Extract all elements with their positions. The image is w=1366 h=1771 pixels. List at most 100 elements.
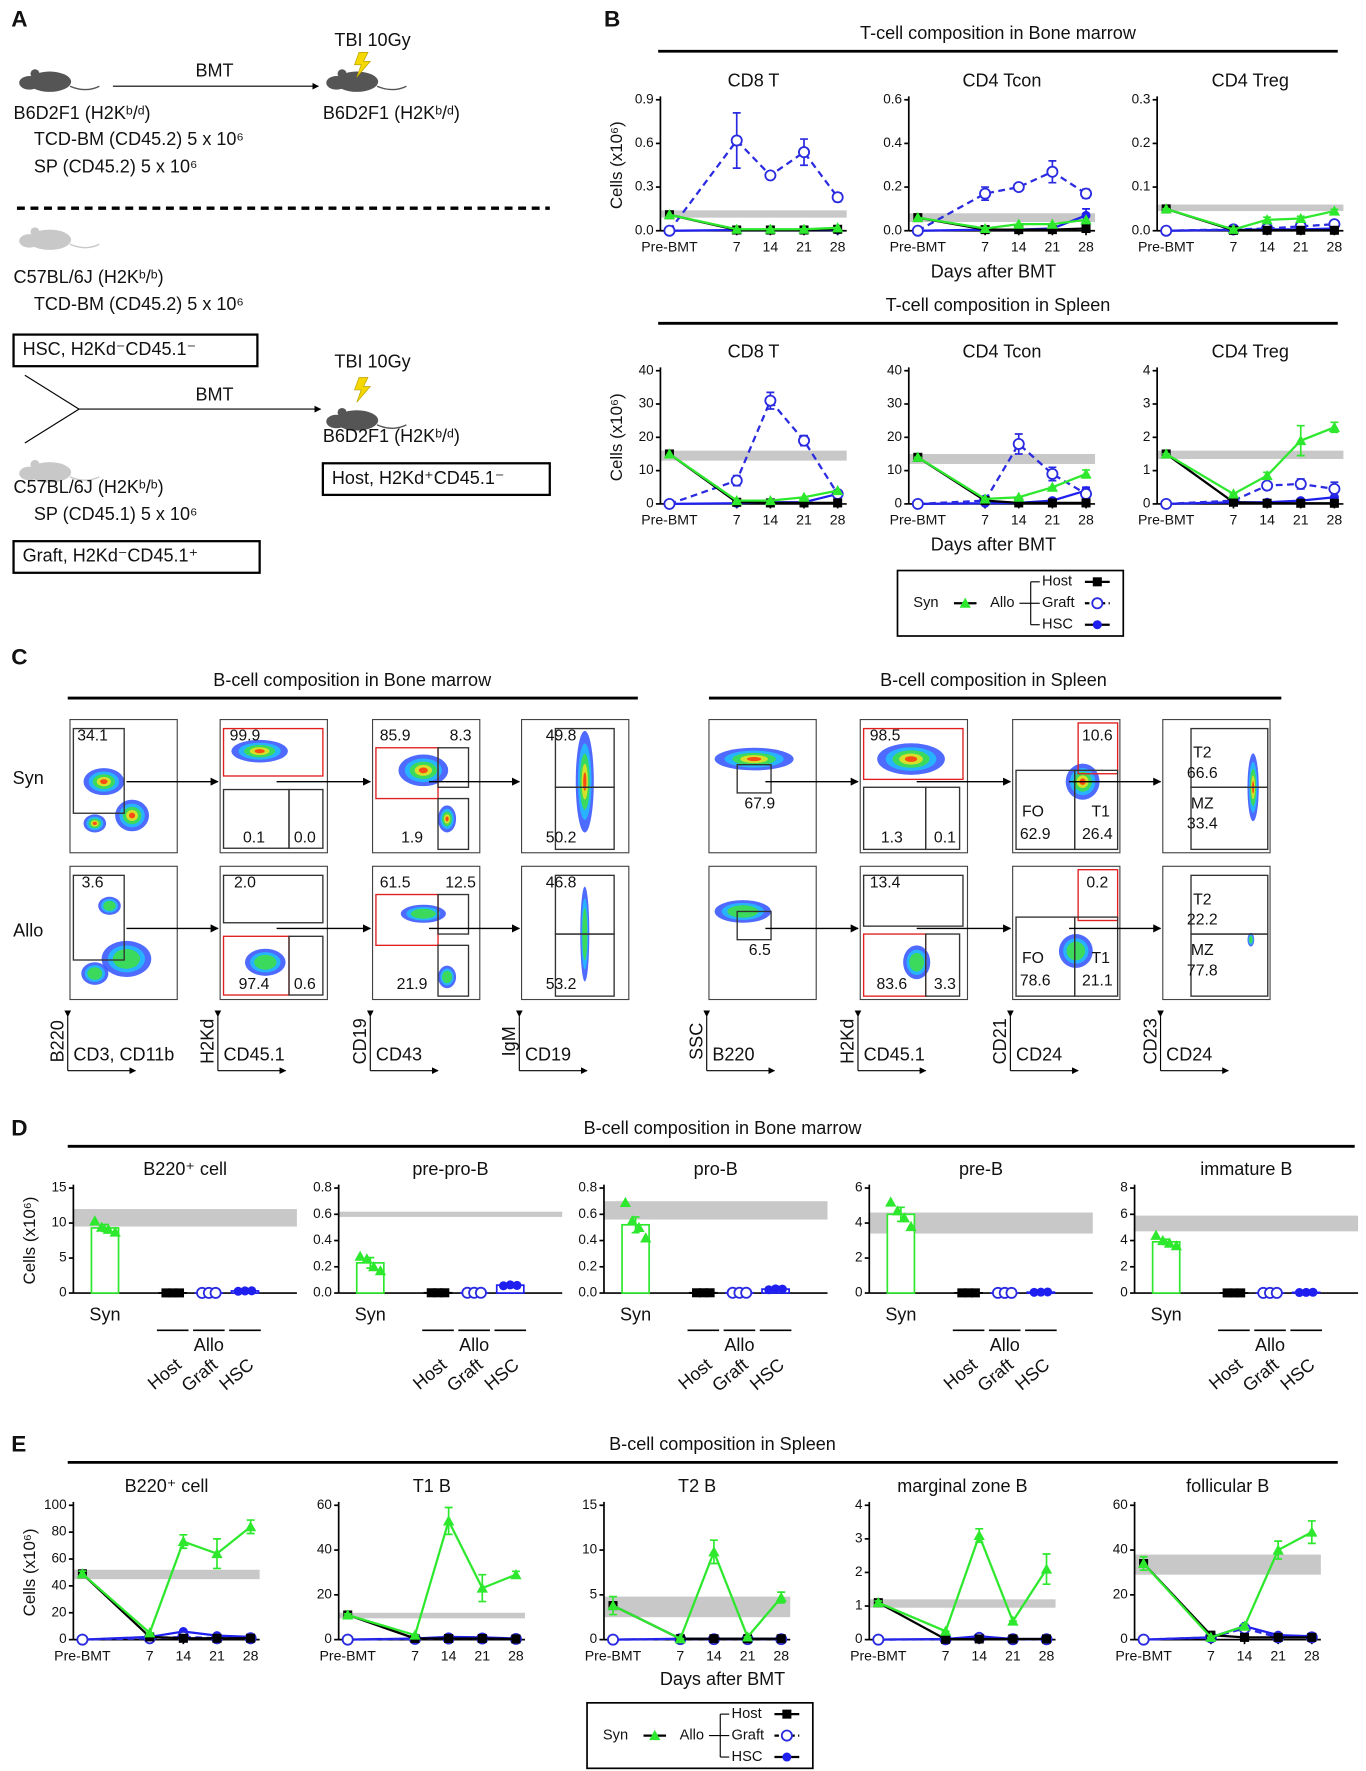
data-point <box>912 211 924 223</box>
mouse <box>19 466 40 481</box>
series-line <box>1165 453 1335 505</box>
x-tick-label: 7 <box>146 1647 154 1663</box>
legend-label: HSC <box>1042 617 1073 633</box>
gate <box>736 910 772 941</box>
y-tick-label: 0.9 <box>635 91 654 106</box>
y-tick-label: 0.6 <box>578 1206 597 1221</box>
gate-value: 10.6 <box>1082 728 1113 745</box>
x-tick-label: Host <box>144 1354 185 1393</box>
data-point <box>1306 1526 1318 1537</box>
x-tick-label: Host <box>409 1354 450 1393</box>
data-point <box>233 1286 243 1296</box>
data-point <box>1150 1229 1162 1240</box>
gate-value: T2 <box>1193 745 1211 762</box>
data-point <box>1328 205 1341 216</box>
mouse <box>376 424 407 429</box>
density <box>1248 935 1253 944</box>
data-point <box>1080 487 1093 500</box>
legend-label: Syn <box>913 595 938 611</box>
data-point <box>941 1634 951 1644</box>
gate-value: FO <box>1022 803 1044 820</box>
gate-value: 66.6 <box>1187 765 1218 782</box>
gate-value: 83.6 <box>876 976 907 993</box>
mouse <box>337 407 347 417</box>
data-point <box>663 497 676 510</box>
data-point <box>1081 498 1091 508</box>
group-label: Allo <box>990 1335 1020 1355</box>
data-point <box>1046 165 1059 178</box>
plot-frame <box>1162 865 1271 1001</box>
y-tick-label: 60 <box>1113 1497 1128 1512</box>
data-point <box>95 1221 108 1232</box>
x-tick-label: Pre-BMT <box>1138 512 1195 528</box>
gate <box>288 788 324 849</box>
x-tick-label: 28 <box>243 1647 259 1663</box>
gate <box>1077 722 1119 775</box>
data-point <box>1270 1286 1283 1299</box>
data-point <box>730 134 743 147</box>
x-tick-label: 14 <box>1259 238 1275 254</box>
gate-value: 78.6 <box>1020 973 1051 990</box>
data-point <box>798 434 811 447</box>
chart-title: CD4 Tcon <box>962 70 1041 90</box>
chart-title: T2 B <box>678 1476 716 1496</box>
lightning <box>353 52 372 78</box>
gate <box>554 786 615 851</box>
y-tick-label: 0 <box>894 496 902 511</box>
series-line <box>669 398 839 505</box>
data-point <box>764 394 777 407</box>
x-tick-label: 7 <box>733 512 741 528</box>
gate <box>222 727 324 777</box>
series-line <box>612 1548 783 1641</box>
x-tick-label: 21 <box>796 512 812 528</box>
data-point <box>1137 1633 1150 1646</box>
data-point <box>891 1205 904 1216</box>
section-title: T-cell composition in Bone marrow <box>860 23 1137 43</box>
data-point <box>1294 1288 1304 1298</box>
data-point <box>1036 1287 1046 1297</box>
x-tick-label: 14 <box>1259 512 1275 528</box>
x-tick-label: HSC <box>1011 1354 1053 1394</box>
chart-title: B220⁺ cell <box>125 1476 209 1496</box>
data-point <box>905 1220 917 1232</box>
y-tick-label: 8 <box>1120 1180 1128 1195</box>
y-tick-label: 0.2 <box>313 1258 332 1273</box>
reference-band <box>660 450 847 461</box>
data-point <box>1013 218 1025 229</box>
data-point <box>1228 497 1238 507</box>
mouse <box>30 227 40 237</box>
density <box>1066 941 1086 961</box>
data-point <box>354 1250 366 1261</box>
x-tick-label: Pre-BMT <box>890 512 947 528</box>
x-tick-label: Graft <box>443 1354 487 1395</box>
row-label: Syn <box>13 768 44 788</box>
reference-band <box>338 1211 563 1217</box>
data-point <box>505 1280 515 1290</box>
reference-band <box>1134 1554 1321 1575</box>
y-tick-label: 0.4 <box>883 135 902 150</box>
data-point <box>973 1529 985 1541</box>
x-tick-label: 7 <box>1230 238 1238 254</box>
x-tick-label: 7 <box>1207 1647 1215 1663</box>
data-point <box>1328 421 1341 432</box>
y-tick-label: 0 <box>590 1631 598 1646</box>
data-point <box>1227 223 1240 234</box>
data-point <box>1227 488 1240 499</box>
axis-label: CD19 <box>350 1018 370 1064</box>
x-tick-label: 28 <box>1078 512 1094 528</box>
data-point <box>440 1288 450 1298</box>
y-tick-label: 2 <box>1120 1258 1128 1273</box>
y-tick-label: 10 <box>582 1542 597 1557</box>
x-tick-label: Syn <box>885 1304 916 1324</box>
y-tick-label: 0.8 <box>578 1180 597 1195</box>
y-tick-label: 30 <box>639 396 654 411</box>
data-point <box>1041 1634 1052 1644</box>
data-point <box>872 1597 884 1608</box>
y-tick-label: 0.4 <box>313 1232 332 1247</box>
data-point <box>764 494 777 506</box>
y-tick-label: 0 <box>1143 496 1151 511</box>
y-tick-label: 0.2 <box>1132 135 1151 150</box>
data-point <box>607 1633 619 1646</box>
data-point <box>832 484 844 496</box>
chart-title: follicular B <box>1186 1476 1269 1496</box>
